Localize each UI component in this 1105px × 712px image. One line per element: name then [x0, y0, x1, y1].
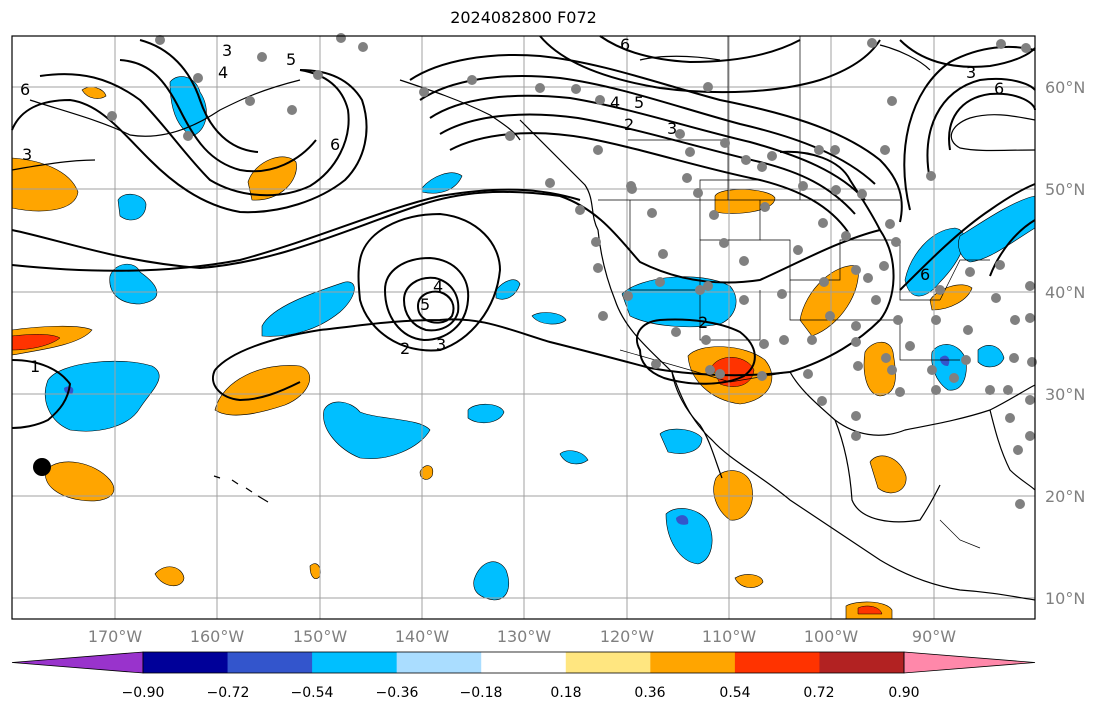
- colorbar-segment: [819, 652, 905, 673]
- colorbar-tick-label: 0.36: [634, 685, 665, 701]
- lon-label: 90°W: [912, 627, 956, 646]
- lon-label: 130°W: [497, 627, 552, 646]
- negative-anomaly-region: [977, 345, 1005, 368]
- colorbar-tick-label: 0.18: [550, 685, 581, 701]
- contour-label-group: 6 5 4 3 6 3 6 5 4 3 2 6 3 6 4 5 2 3 2 1: [20, 35, 1004, 376]
- contour-label: 6: [920, 265, 930, 284]
- colorbar-segment: [396, 652, 482, 673]
- positive-anomaly-region: [713, 470, 753, 521]
- contour-label: 4: [610, 93, 620, 112]
- political-borders: [598, 36, 990, 549]
- negative-anomaly-region: [323, 401, 431, 459]
- negative-anomaly-region: [467, 403, 505, 424]
- colorbar-tick-label: 0.54: [719, 685, 750, 701]
- contour-label: 1: [30, 357, 40, 376]
- positive-anomaly-region: [869, 455, 907, 494]
- positive-anomaly-region: [214, 365, 310, 416]
- contour-label: 6: [20, 80, 30, 99]
- highlighted-station-marker: [33, 458, 51, 476]
- strong-positive-anomaly-region: [11, 334, 61, 351]
- colorbar-tick-label: −0.72: [207, 685, 250, 701]
- negative-anomaly-region: [421, 172, 463, 194]
- positive-anomaly-region: [11, 157, 79, 212]
- longitude-labels: 170°W 160°W 150°W 140°W 130°W 120°W 110°…: [88, 627, 956, 646]
- colorbar-segment: [565, 652, 651, 673]
- contour-label: 3: [966, 63, 976, 82]
- latitude-labels: 60°N 50°N 40°N 30°N 20°N 10°N: [1045, 78, 1085, 608]
- negative-anomaly-region: [473, 561, 509, 601]
- contour-label: 2: [624, 115, 634, 134]
- colorbar-min-extension: [11, 651, 144, 674]
- lon-label: 170°W: [88, 627, 143, 646]
- contour-lines: [11, 35, 1036, 429]
- colorbar-tick-labels: −0.90 −0.72 −0.54 −0.36 −0.18 0.18 0.36 …: [122, 685, 920, 701]
- negative-anomaly-region: [261, 281, 355, 337]
- strong-negative-anomaly-region: [940, 355, 950, 366]
- contour-label: 6: [620, 35, 630, 54]
- colorbar-tick-label: −0.90: [122, 685, 165, 701]
- colorbar-outline: [142, 651, 905, 674]
- lon-label: 160°W: [190, 627, 245, 646]
- strong-positive-anomaly-region: [857, 605, 883, 615]
- lon-label: 140°W: [395, 627, 450, 646]
- lon-label: 100°W: [804, 627, 859, 646]
- colorbar-tick-label: 0.90: [888, 685, 919, 701]
- lat-label: 60°N: [1045, 78, 1085, 97]
- contour-label: 3: [222, 41, 232, 60]
- lat-label: 30°N: [1045, 385, 1085, 404]
- lat-label: 50°N: [1045, 180, 1085, 199]
- contour-label: 6: [994, 79, 1004, 98]
- contour-label: 3: [667, 119, 677, 138]
- lat-label: 20°N: [1045, 487, 1085, 506]
- lon-label: 110°W: [702, 627, 757, 646]
- colorbar-segment: [650, 652, 736, 673]
- negative-anomaly-region: [958, 195, 1036, 263]
- colorbar-tick-label: 0.72: [803, 685, 834, 701]
- colorbar-segment: [227, 652, 313, 673]
- map-title: 2024082800 F072: [450, 8, 597, 27]
- station-markers: [107, 33, 1037, 509]
- negative-anomaly-region: [559, 450, 589, 465]
- colorbar-segment: [143, 652, 229, 673]
- contour-label: 5: [420, 295, 430, 314]
- positive-anomaly-region: [734, 574, 764, 588]
- colorbar: [11, 651, 1036, 674]
- colorbar-segment: [734, 652, 820, 673]
- contour-label: 5: [634, 93, 644, 112]
- lon-label: 150°W: [293, 627, 348, 646]
- colorbar-max-extension: [903, 651, 1036, 674]
- negative-anomaly-region: [531, 312, 567, 325]
- colorbar-segment: [312, 652, 398, 673]
- negative-anomaly-region: [495, 279, 521, 300]
- colorbar-tick-label: −0.36: [376, 685, 419, 701]
- strong-negative-anomaly-region: [676, 515, 689, 525]
- colorbar-segment: [481, 652, 567, 673]
- contour-label: 4: [218, 63, 228, 82]
- contour-label: 3: [22, 145, 32, 164]
- contour-label: 2: [698, 313, 708, 332]
- lon-label: 120°W: [600, 627, 655, 646]
- contour-label: 4: [433, 277, 443, 296]
- contour-label: 5: [286, 50, 296, 69]
- negative-anomaly-region: [659, 428, 703, 454]
- anomaly-shading: [11, 76, 1036, 620]
- contour-label: 3: [436, 335, 446, 354]
- graticule: [12, 36, 1035, 619]
- contour-label: 2: [400, 339, 410, 358]
- lat-label: 40°N: [1045, 283, 1085, 302]
- negative-anomaly-region: [44, 360, 160, 432]
- map-frame: [11, 35, 1036, 620]
- negative-anomaly-region: [117, 193, 147, 221]
- lat-label: 10°N: [1045, 589, 1085, 608]
- colorbar-tick-label: −0.54: [291, 685, 334, 701]
- positive-anomaly-region: [154, 566, 185, 587]
- colorbar-tick-label: −0.18: [460, 685, 503, 701]
- contour-label: 6: [330, 135, 340, 154]
